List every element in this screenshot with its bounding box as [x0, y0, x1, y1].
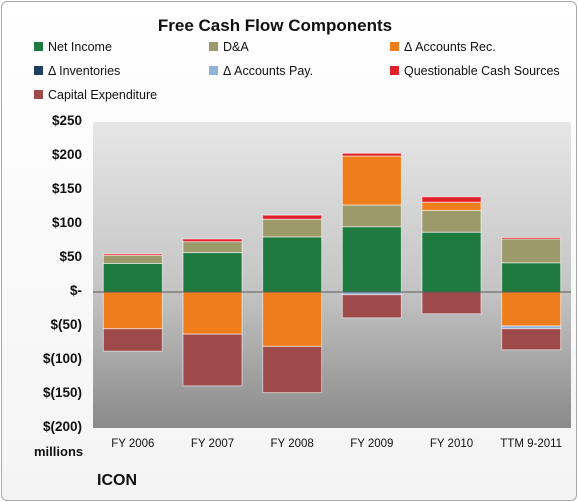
y-tick-label: $100 — [51, 215, 82, 230]
bar-segment — [501, 328, 562, 351]
bar-segment — [102, 254, 163, 264]
legend-swatch — [390, 66, 399, 75]
legend-label: Capital Expenditure — [48, 88, 158, 102]
bar-segment — [341, 294, 402, 319]
legend-label: D&A — [223, 40, 249, 54]
units-label: millions — [34, 444, 84, 459]
y-tick-label: $- — [69, 283, 82, 298]
legend-item: Questionable Cash Sources — [390, 64, 560, 78]
legend-swatch — [34, 42, 43, 51]
x-tick-label: TTM 9-2011 — [500, 438, 563, 450]
bar-segment — [102, 291, 163, 330]
legend-swatch — [209, 66, 218, 75]
legend-swatch — [390, 42, 399, 51]
bar-segment — [341, 226, 402, 293]
y-tick-label: $250 — [51, 113, 82, 128]
bar-segment — [421, 196, 482, 203]
bar-segment — [262, 345, 323, 394]
bar-segment — [421, 209, 482, 233]
legend-item: Δ Accounts Rec. — [390, 40, 496, 54]
legend-item: Δ Inventories — [34, 64, 120, 78]
legend-item: D&A — [209, 40, 249, 54]
bar-segment — [501, 262, 562, 293]
x-tick-label: FY 2006 — [111, 438, 155, 450]
legend-item: Capital Expenditure — [34, 88, 157, 102]
legend-label: Δ Accounts Pay. — [223, 64, 314, 78]
bar-segment — [501, 237, 562, 264]
legend-label: Δ Inventories — [48, 64, 121, 78]
bar-segment — [102, 262, 163, 293]
legend-item: Δ Accounts Pay. — [209, 64, 313, 78]
y-tick-label: $(50) — [50, 317, 82, 332]
bar-segment — [182, 333, 243, 387]
bar-segment — [182, 241, 243, 254]
legend-label: Δ Accounts Rec. — [404, 40, 496, 54]
x-tick-label: FY 2008 — [270, 438, 314, 450]
x-tick-label: FY 2009 — [350, 438, 394, 450]
chart-title: Free Cash Flow Components — [157, 16, 393, 35]
bar-segment — [341, 155, 402, 206]
plot-background — [93, 122, 571, 428]
bar-segment — [182, 238, 243, 243]
bar-segment — [341, 204, 402, 228]
bar-segment — [262, 214, 323, 220]
bar-segment — [102, 253, 163, 256]
bar-segment — [421, 201, 482, 211]
bar-segment — [421, 291, 482, 315]
y-tick-label: $150 — [51, 181, 82, 196]
legend-swatch — [209, 42, 218, 51]
bar-segment — [182, 291, 243, 335]
legend-label: Net Income — [48, 40, 112, 54]
y-tick-label: $(150) — [42, 385, 82, 400]
legend-label: Questionable Cash Sources — [404, 64, 560, 78]
bar-segment — [501, 237, 562, 240]
bar-segment — [262, 291, 323, 347]
bar-segment — [341, 152, 402, 157]
y-tick-label: $(100) — [42, 351, 82, 366]
bar-segment — [262, 236, 323, 293]
bar-segment — [501, 291, 562, 327]
bar-segment — [421, 231, 482, 293]
bar-segment — [102, 328, 163, 352]
x-tick-label: FY 2010 — [429, 438, 474, 450]
bar-segment — [182, 252, 243, 293]
legend-swatch — [34, 66, 43, 75]
legend-item: Net Income — [34, 40, 112, 54]
y-tick-label: $(200) — [42, 419, 82, 434]
legend-swatch — [34, 90, 43, 99]
y-tick-label: $200 — [51, 147, 82, 162]
y-tick-label: $50 — [59, 249, 82, 264]
x-tick-label: FY 2007 — [190, 438, 235, 450]
bar-segment — [262, 218, 323, 238]
company-label: ICON — [97, 472, 137, 489]
